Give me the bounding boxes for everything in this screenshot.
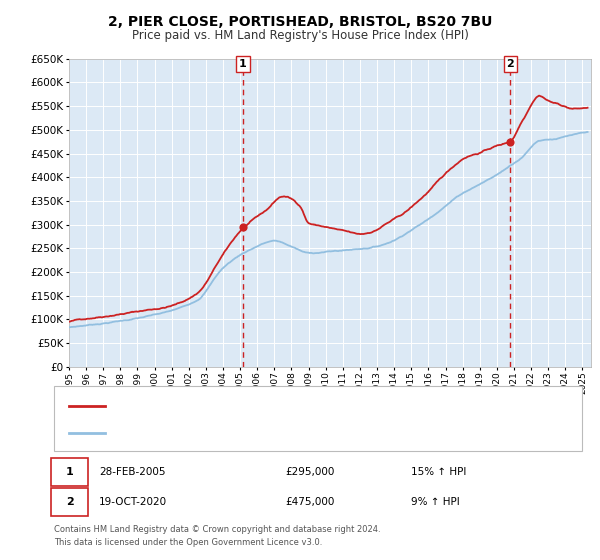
- Text: Contains HM Land Registry data © Crown copyright and database right 2024.: Contains HM Land Registry data © Crown c…: [54, 525, 380, 534]
- Text: 2: 2: [66, 497, 73, 507]
- Text: 2: 2: [506, 59, 514, 69]
- Text: 1: 1: [66, 466, 73, 477]
- Text: 19-OCT-2020: 19-OCT-2020: [99, 497, 167, 507]
- Text: 15% ↑ HPI: 15% ↑ HPI: [411, 466, 466, 477]
- Text: 28-FEB-2005: 28-FEB-2005: [99, 466, 166, 477]
- Point: [238, 222, 248, 231]
- Text: 2, PIER CLOSE, PORTISHEAD, BRISTOL, BS20 7BU: 2, PIER CLOSE, PORTISHEAD, BRISTOL, BS20…: [108, 15, 492, 29]
- Text: 1: 1: [239, 59, 247, 69]
- Text: £475,000: £475,000: [285, 497, 334, 507]
- Text: HPI: Average price, detached house, North Somerset: HPI: Average price, detached house, Nort…: [114, 428, 389, 438]
- Text: 9% ↑ HPI: 9% ↑ HPI: [411, 497, 460, 507]
- Text: Price paid vs. HM Land Registry's House Price Index (HPI): Price paid vs. HM Land Registry's House …: [131, 29, 469, 42]
- Text: £295,000: £295,000: [285, 466, 334, 477]
- Point: [506, 137, 515, 146]
- Text: 2, PIER CLOSE, PORTISHEAD, BRISTOL, BS20 7BU (detached house): 2, PIER CLOSE, PORTISHEAD, BRISTOL, BS20…: [114, 401, 464, 410]
- Text: This data is licensed under the Open Government Licence v3.0.: This data is licensed under the Open Gov…: [54, 538, 322, 547]
